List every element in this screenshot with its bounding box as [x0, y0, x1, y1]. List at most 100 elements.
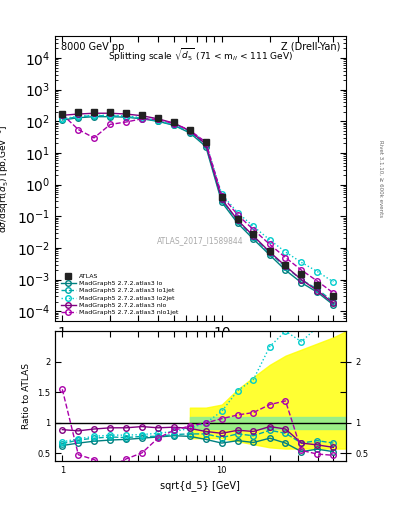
Line: MadGraph5 2.7.2.atlas3 lo2jet: MadGraph5 2.7.2.atlas3 lo2jet [59, 113, 336, 285]
MadGraph5 2.7.2.atlas3 nlo1jet [283, 254, 288, 261]
Legend: ATLAS, MadGraph5 2.7.2.atlas3 lo, MadGraph5 2.7.2.atlas3 lo1jet, MadGraph5 2.7.2: ATLAS, MadGraph5 2.7.2.atlas3 lo, MadGra… [58, 271, 181, 318]
ATLAS [108, 109, 113, 115]
MadGraph5 2.7.2.atlas3 nlo [204, 141, 208, 147]
MadGraph5 2.7.2.atlas3 nlo [331, 300, 336, 306]
MadGraph5 2.7.2.atlas3 lo1jet [60, 116, 65, 122]
ATLAS [251, 231, 256, 237]
MadGraph5 2.7.2.atlas3 lo1jet [187, 129, 192, 135]
MadGraph5 2.7.2.atlas3 nlo1jet [219, 193, 224, 199]
ATLAS [172, 119, 176, 125]
ATLAS [299, 271, 304, 277]
ATLAS [204, 139, 208, 145]
MadGraph5 2.7.2.atlas3 lo [108, 114, 113, 120]
MadGraph5 2.7.2.atlas3 nlo [251, 233, 256, 239]
Text: Splitting scale $\sqrt{d_5}$ (71 < m$_{ll}$ < 111 GeV): Splitting scale $\sqrt{d_5}$ (71 < m$_{l… [108, 47, 293, 65]
ATLAS [60, 111, 65, 117]
MadGraph5 2.7.2.atlas3 lo2jet [283, 249, 288, 255]
MadGraph5 2.7.2.atlas3 lo2jet [156, 117, 160, 123]
MadGraph5 2.7.2.atlas3 lo [187, 130, 192, 136]
ATLAS [92, 109, 96, 115]
MadGraph5 2.7.2.atlas3 lo1jet [219, 197, 224, 203]
ATLAS [156, 115, 160, 121]
MadGraph5 2.7.2.atlas3 lo2jet [219, 191, 224, 197]
ATLAS [76, 109, 81, 115]
ATLAS [315, 282, 320, 288]
MadGraph5 2.7.2.atlas3 nlo [76, 111, 81, 117]
MadGraph5 2.7.2.atlas3 lo2jet [267, 237, 272, 243]
MadGraph5 2.7.2.atlas3 nlo [267, 249, 272, 255]
ATLAS [267, 248, 272, 254]
ATLAS [219, 194, 224, 200]
Y-axis label: d$\sigma$/dsqrt($\overline{d_5}$) [pb,GeV$^{-1}$]: d$\sigma$/dsqrt($\overline{d_5}$) [pb,Ge… [0, 124, 11, 232]
MadGraph5 2.7.2.atlas3 lo [331, 302, 336, 308]
MadGraph5 2.7.2.atlas3 nlo [283, 263, 288, 269]
MadGraph5 2.7.2.atlas3 nlo1jet [204, 139, 208, 145]
Line: MadGraph5 2.7.2.atlas3 nlo: MadGraph5 2.7.2.atlas3 nlo [59, 111, 336, 306]
X-axis label: sqrt{d_5} [GeV]: sqrt{d_5} [GeV] [160, 480, 241, 491]
MadGraph5 2.7.2.atlas3 nlo1jet [331, 290, 336, 296]
Line: MadGraph5 2.7.2.atlas3 lo1jet: MadGraph5 2.7.2.atlas3 lo1jet [59, 113, 336, 305]
MadGraph5 2.7.2.atlas3 lo1jet [172, 122, 176, 128]
Line: MadGraph5 2.7.2.atlas3 lo: MadGraph5 2.7.2.atlas3 lo [59, 114, 336, 308]
MadGraph5 2.7.2.atlas3 nlo1jet [76, 126, 81, 133]
MadGraph5 2.7.2.atlas3 lo [315, 289, 320, 295]
MadGraph5 2.7.2.atlas3 nlo1jet [124, 119, 129, 125]
Line: MadGraph5 2.7.2.atlas3 nlo1jet: MadGraph5 2.7.2.atlas3 nlo1jet [59, 112, 336, 296]
MadGraph5 2.7.2.atlas3 lo1jet [108, 113, 113, 119]
MadGraph5 2.7.2.atlas3 nlo [156, 116, 160, 122]
MadGraph5 2.7.2.atlas3 lo2jet [187, 128, 192, 134]
MadGraph5 2.7.2.atlas3 lo1jet [140, 115, 144, 121]
MadGraph5 2.7.2.atlas3 nlo1jet [92, 135, 96, 141]
MadGraph5 2.7.2.atlas3 nlo [140, 113, 144, 119]
MadGraph5 2.7.2.atlas3 lo1jet [92, 113, 96, 119]
MadGraph5 2.7.2.atlas3 lo2jet [60, 116, 65, 122]
MadGraph5 2.7.2.atlas3 nlo [92, 110, 96, 116]
MadGraph5 2.7.2.atlas3 lo1jet [251, 234, 256, 240]
Y-axis label: Ratio to ATLAS: Ratio to ATLAS [22, 363, 31, 429]
MadGraph5 2.7.2.atlas3 nlo [219, 196, 224, 202]
MadGraph5 2.7.2.atlas3 nlo [60, 112, 65, 118]
ATLAS [124, 110, 129, 116]
MadGraph5 2.7.2.atlas3 lo [156, 118, 160, 124]
MadGraph5 2.7.2.atlas3 lo1jet [315, 286, 320, 292]
MadGraph5 2.7.2.atlas3 lo2jet [251, 223, 256, 229]
ATLAS [283, 262, 288, 268]
MadGraph5 2.7.2.atlas3 lo2jet [235, 209, 240, 216]
MadGraph5 2.7.2.atlas3 nlo1jet [172, 120, 176, 126]
MadGraph5 2.7.2.atlas3 nlo [172, 120, 176, 126]
MadGraph5 2.7.2.atlas3 lo2jet [204, 139, 208, 145]
MadGraph5 2.7.2.atlas3 lo1jet [156, 118, 160, 124]
Text: Rivet 3.1.10, ≥ 600k events: Rivet 3.1.10, ≥ 600k events [378, 140, 383, 217]
MadGraph5 2.7.2.atlas3 nlo1jet [156, 116, 160, 122]
MadGraph5 2.7.2.atlas3 lo2jet [124, 113, 129, 119]
MadGraph5 2.7.2.atlas3 lo2jet [140, 115, 144, 121]
ATLAS [235, 216, 240, 222]
ATLAS [331, 293, 336, 300]
MadGraph5 2.7.2.atlas3 nlo1jet [60, 111, 65, 117]
MadGraph5 2.7.2.atlas3 lo1jet [124, 114, 129, 120]
MadGraph5 2.7.2.atlas3 lo1jet [235, 218, 240, 224]
MadGraph5 2.7.2.atlas3 lo [76, 115, 81, 121]
MadGraph5 2.7.2.atlas3 nlo1jet [315, 278, 320, 284]
MadGraph5 2.7.2.atlas3 nlo1jet [235, 212, 240, 218]
MadGraph5 2.7.2.atlas3 lo [219, 199, 224, 205]
MadGraph5 2.7.2.atlas3 lo2jet [299, 260, 304, 266]
MadGraph5 2.7.2.atlas3 lo [124, 114, 129, 120]
MadGraph5 2.7.2.atlas3 lo1jet [283, 264, 288, 270]
MadGraph5 2.7.2.atlas3 lo1jet [204, 142, 208, 148]
MadGraph5 2.7.2.atlas3 nlo [187, 128, 192, 134]
MadGraph5 2.7.2.atlas3 nlo [299, 276, 304, 283]
ATLAS [187, 126, 192, 133]
MadGraph5 2.7.2.atlas3 lo [251, 236, 256, 242]
MadGraph5 2.7.2.atlas3 lo2jet [108, 112, 113, 118]
ATLAS [140, 112, 144, 118]
MadGraph5 2.7.2.atlas3 nlo1jet [108, 121, 113, 127]
MadGraph5 2.7.2.atlas3 lo2jet [76, 113, 81, 119]
MadGraph5 2.7.2.atlas3 lo2jet [331, 279, 336, 285]
MadGraph5 2.7.2.atlas3 lo [299, 280, 304, 286]
MadGraph5 2.7.2.atlas3 lo [267, 252, 272, 258]
MadGraph5 2.7.2.atlas3 lo [140, 116, 144, 122]
MadGraph5 2.7.2.atlas3 lo [172, 122, 176, 129]
MadGraph5 2.7.2.atlas3 lo2jet [315, 268, 320, 274]
MadGraph5 2.7.2.atlas3 nlo1jet [267, 241, 272, 247]
